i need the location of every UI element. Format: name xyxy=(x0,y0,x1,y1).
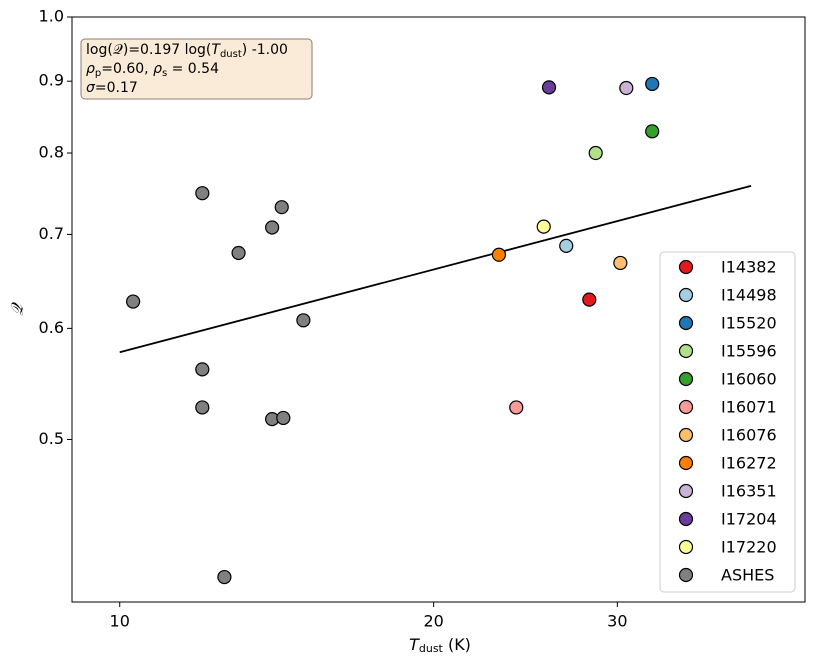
x-axis-label: Tdust (K) xyxy=(409,635,471,656)
y-axis-label: 𝒬 xyxy=(8,302,27,316)
point xyxy=(509,400,524,415)
x-tick-label: 10 xyxy=(110,612,130,631)
point xyxy=(126,294,141,309)
point xyxy=(296,313,311,328)
annotation-line: σ=0.17 xyxy=(86,80,138,96)
annotation-text: ρ xyxy=(86,61,95,77)
legend-label: I17220 xyxy=(721,538,777,557)
x-tick-label: 20 xyxy=(424,612,444,631)
point xyxy=(195,400,210,415)
annotation-text: s xyxy=(162,68,167,79)
legend-label: I15596 xyxy=(721,342,777,361)
point xyxy=(559,238,574,253)
annotation-text: p xyxy=(95,68,101,79)
point xyxy=(491,247,507,262)
y-tick-label: 0.6 xyxy=(39,318,64,337)
fit-line xyxy=(119,185,752,354)
legend-marker xyxy=(678,371,694,387)
x-tick-label: 30 xyxy=(607,612,627,631)
point xyxy=(536,219,551,234)
legend-marker xyxy=(678,287,694,303)
annotation-text: T xyxy=(211,42,221,58)
legend-label: ASHES xyxy=(721,566,774,585)
legend-marker xyxy=(678,567,694,583)
point xyxy=(195,362,210,377)
annotation-text: log(𝒬)=0.197 log( xyxy=(86,42,211,58)
point xyxy=(195,186,210,201)
legend-label: I16076 xyxy=(721,426,777,445)
legend-marker xyxy=(678,455,694,471)
legend-label: I14498 xyxy=(721,286,777,305)
x-label-text: T xyxy=(409,635,420,654)
legend-marker xyxy=(678,511,694,527)
legend-box xyxy=(659,251,796,593)
point xyxy=(645,76,660,92)
annotation-text: ) -1.00 xyxy=(242,42,288,58)
legend-marker xyxy=(678,399,694,415)
point xyxy=(231,245,246,261)
annotation-line: ρp=0.60, ρs = 0.54 xyxy=(86,61,219,79)
point xyxy=(265,220,280,235)
point xyxy=(582,292,597,307)
legend-label: I15520 xyxy=(721,314,777,333)
point xyxy=(541,80,557,95)
y-tick-label: 0.8 xyxy=(39,143,64,162)
legend-label: I17204 xyxy=(721,510,777,529)
legend-marker xyxy=(678,483,694,499)
legend-label: I16351 xyxy=(721,482,777,501)
annotation-text: =0.17 xyxy=(95,80,138,96)
legend-label: I14382 xyxy=(721,258,777,277)
point xyxy=(645,124,660,139)
point xyxy=(274,200,289,215)
point xyxy=(217,569,232,585)
legend-label: I16071 xyxy=(721,398,777,417)
annotation-text: dust xyxy=(220,49,242,60)
point xyxy=(619,80,634,96)
legend-marker xyxy=(678,315,694,331)
legend-label: I16272 xyxy=(721,454,777,473)
annotation-line: log(𝒬)=0.197 log(Tdust) -1.00 xyxy=(86,42,288,60)
annotation-text: ρ xyxy=(153,61,162,77)
legend-marker xyxy=(678,259,694,275)
plot-frame xyxy=(71,16,806,603)
y-tick-label: 0.7 xyxy=(39,224,64,243)
x-label-text: (K) xyxy=(443,635,471,654)
legend-marker xyxy=(678,539,694,555)
y-tick-label: 1.0 xyxy=(39,7,64,26)
annotation-text: =0.60, xyxy=(101,61,153,77)
legend-label: I16060 xyxy=(721,370,777,389)
legend-marker xyxy=(678,427,694,443)
point xyxy=(613,255,628,271)
annotation-text: = 0.54 xyxy=(167,61,219,77)
point xyxy=(276,410,291,426)
point xyxy=(588,145,603,161)
y-tick-label: 0.5 xyxy=(39,429,64,448)
x-label-text: dust xyxy=(419,642,444,655)
legend-marker xyxy=(678,343,694,359)
annotation-text: σ xyxy=(86,80,96,96)
annotation-box xyxy=(80,38,313,100)
y-tick-label: 0.9 xyxy=(39,71,64,90)
